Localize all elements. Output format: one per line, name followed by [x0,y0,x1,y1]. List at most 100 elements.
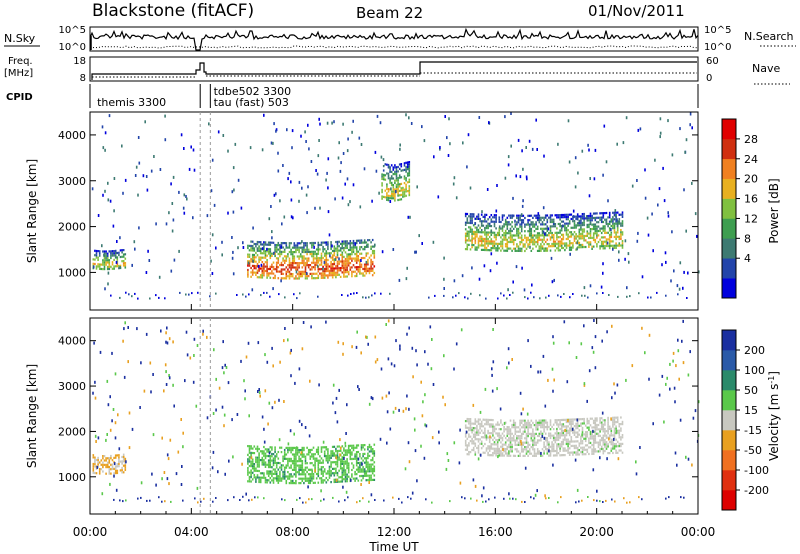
power-cell [325,259,328,262]
velocity-cell [293,446,296,449]
velocity-cell [556,452,558,455]
velocity-cell [347,464,350,467]
power-cell [301,272,304,276]
velocity-cell [280,466,283,469]
velocity-scatter [613,437,615,441]
velocity-cell [618,429,621,432]
power-cell [247,260,249,263]
power-cell [288,277,291,280]
power-cell [299,253,302,256]
velocity-scatter [361,462,363,466]
power-cell [327,243,329,246]
power-scatter [116,240,118,243]
velocity-ground-scatter [299,497,301,500]
power-cell [389,179,391,182]
power-cell [290,248,292,251]
velocity-cell [298,468,300,471]
power-scatter [319,122,321,126]
velocity-cell [493,425,496,428]
power-cell [589,232,592,235]
velocity-cell [599,419,601,422]
power-cell [293,257,296,260]
velocity-cell [343,473,345,476]
power-scatter [144,120,146,124]
velocity-scatter [287,442,290,446]
power-ylabel: Slant Range [km] [25,159,39,263]
power-scatter [626,286,628,290]
power-scatter [439,147,441,151]
velocity-cell [295,457,297,461]
power-cell [261,252,264,255]
power-cell [506,243,509,246]
power-ground-scatter [560,295,562,298]
power-cell [484,226,486,230]
velocity-cell [504,443,507,446]
power-cell [94,254,96,257]
velocity-scatter [161,477,163,481]
velocity-cell [514,432,517,435]
power-cell [314,250,316,253]
power-cell [580,219,582,222]
power-cell [468,243,470,246]
velocity-cell [360,448,363,451]
power-scatter [363,167,366,171]
velocity-cell [557,443,560,446]
power-cell [543,227,545,230]
power-cell [476,228,478,231]
velocity-cell [594,419,597,422]
power-cell [122,260,125,263]
velocity-cell [250,471,252,474]
power-cell [335,267,337,270]
velocity-scatter [106,433,108,436]
velocity-cell [572,422,574,425]
velocity-cell [304,468,307,471]
velocity-cell [596,423,598,427]
power-cell [565,215,568,219]
velocity-cell [258,476,260,479]
power-cell [259,274,262,277]
power-cell [594,232,597,235]
power-scatter [498,225,501,229]
velocity-cell [259,481,262,484]
velocity-cell [610,443,613,446]
power-cell [100,267,103,271]
velocity-cell [535,432,537,435]
power-cell [351,275,353,278]
power-scatter [183,211,186,215]
power-cell [551,220,553,224]
power-cell [540,243,542,246]
velocity-cell [527,450,529,453]
power-cell [546,218,549,221]
power-cell [501,234,504,237]
velocity-ground-scatter [257,496,259,499]
velocity-cell [597,450,600,453]
power-cell [604,240,606,243]
velocity-scatter [307,485,309,489]
power-scatter [329,254,331,258]
power-cell [557,249,560,252]
velocity-cell [560,454,563,457]
velocity-cell [253,445,256,448]
power-cell [108,263,111,266]
velocity-cell [320,457,323,460]
velocity-cell [303,471,305,474]
power-cell [532,225,534,228]
power-scatter [119,266,121,269]
power-cell [288,266,291,269]
power-cell [333,252,336,255]
velocity-cell [343,449,345,452]
velocity-scatter [243,379,245,383]
velocity-cell [474,420,477,423]
power-cell [469,239,472,242]
power-scatter [168,211,170,215]
velocity-cell [469,451,472,454]
power-cell [484,237,486,241]
velocity-cell [599,443,601,446]
power-cell [367,269,369,273]
velocity-cell [586,450,589,453]
power-scatter [283,215,286,219]
velocity-scatter [357,385,359,389]
power-scatter [268,217,271,221]
power-cell [581,243,584,246]
power-cell [479,235,481,238]
